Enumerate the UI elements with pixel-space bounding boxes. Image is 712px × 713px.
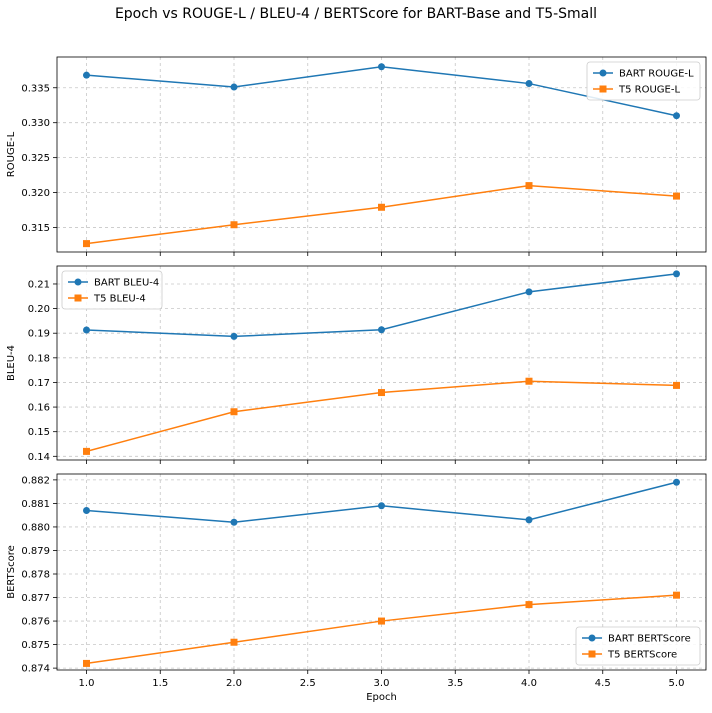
data-point — [230, 83, 238, 91]
legend-marker — [599, 85, 607, 93]
legend-marker — [588, 650, 596, 658]
legend-label: T5 ROUGE-L — [618, 85, 680, 96]
data-point — [378, 617, 385, 625]
y-axis-label: BERTScore — [6, 545, 17, 599]
data-point — [83, 447, 90, 455]
data-point — [230, 638, 238, 646]
legend-label: BART ROUGE-L — [619, 69, 694, 80]
data-point — [525, 288, 533, 296]
x-tick-label: 3.5 — [447, 678, 463, 689]
subplot-2: 0.14 0.15 0.16 0.17 0.18 0.19 0.20 0.21 BLEU-4 BA… — [6, 265, 707, 464]
data-point — [230, 332, 238, 340]
axes-frame — [56, 56, 707, 253]
y-tick-label: 0.881 — [21, 499, 50, 510]
legend-label: T5 BLEU-4 — [93, 294, 146, 305]
y-tick-label: 0.20 — [28, 304, 50, 315]
data-point — [83, 240, 90, 248]
data-point — [673, 112, 680, 120]
y-tick-label: 0.315 — [21, 223, 50, 234]
legend-box — [586, 61, 701, 101]
legend-marker — [74, 278, 82, 286]
x-tick-label: 3.0 — [374, 678, 390, 689]
x-tick-label: 4.5 — [595, 678, 611, 689]
series-t5-bleu-4 — [83, 377, 680, 455]
y-tick-label: 0.876 — [21, 617, 50, 628]
legend: BART BERTScore T5 BERTScore — [575, 626, 701, 666]
data-point — [525, 182, 533, 190]
y-tick-label: 0.330 — [21, 118, 50, 129]
y-tick-label: 0.15 — [28, 427, 50, 438]
legend-marker — [599, 69, 607, 77]
data-point — [83, 71, 90, 79]
data-point — [525, 80, 533, 88]
series-t5-bertscore — [83, 591, 680, 667]
data-point — [230, 408, 238, 416]
y-tick-label: 0.14 — [28, 452, 50, 463]
y-tick-label: 0.17 — [28, 378, 50, 389]
legend-box — [575, 626, 701, 666]
data-point — [378, 502, 385, 510]
data-point — [230, 221, 238, 229]
y-axis-label: BLEU-4 — [6, 345, 17, 381]
data-point — [378, 203, 385, 211]
legend-label: T5 BERTScore — [607, 650, 677, 661]
data-point — [83, 326, 90, 334]
y-tick-label: 0.21 — [28, 279, 50, 290]
data-point — [525, 377, 533, 385]
y-tick-label: 0.877 — [21, 593, 50, 604]
x-tick-label: 5.0 — [669, 678, 685, 689]
y-tick-label: 0.880 — [21, 522, 50, 533]
y-tick-label: 0.879 — [21, 546, 50, 557]
legend-label: BART BLEU-4 — [94, 278, 159, 289]
data-point — [378, 63, 385, 71]
y-tick-label: 0.18 — [28, 353, 50, 364]
y-axis-label: ROUGE-L — [6, 131, 17, 177]
legend-label: BART BERTScore — [608, 634, 691, 645]
y-tick-label: 0.335 — [21, 83, 50, 94]
data-point — [673, 591, 680, 599]
y-tick-label: 0.320 — [21, 188, 50, 199]
y-tick-label: 0.882 — [21, 475, 50, 486]
data-point — [673, 270, 680, 278]
figure-title: Epoch vs ROUGE-L / BLEU-4 / BERTScore fo… — [115, 6, 597, 22]
data-point — [378, 326, 385, 334]
axes-frame — [56, 473, 707, 671]
legend-marker — [74, 294, 82, 302]
y-tick-label: 0.19 — [28, 329, 50, 340]
x-tick-label: 2.0 — [226, 678, 242, 689]
legend-box — [61, 270, 163, 310]
x-tick-label: 4.0 — [521, 678, 537, 689]
y-tick-label: 0.325 — [21, 153, 50, 164]
data-point — [673, 381, 680, 389]
series-bart-bertscore — [83, 478, 680, 526]
data-point — [525, 516, 533, 524]
data-point — [378, 389, 385, 397]
data-point — [83, 506, 90, 514]
legend-marker — [588, 634, 596, 642]
series-t5-rouge-l — [83, 182, 680, 248]
series-bart-bleu-4 — [83, 270, 680, 340]
x-tick-label: 1.0 — [79, 678, 95, 689]
legend: BART ROUGE-L T5 ROUGE-L — [586, 61, 701, 101]
x-tick-label: 2.5 — [300, 678, 316, 689]
x-tick-label: 1.5 — [152, 678, 168, 689]
data-point — [673, 478, 680, 486]
y-tick-label: 0.878 — [21, 570, 50, 581]
y-tick-label: 0.874 — [21, 664, 50, 675]
subplot-3: 0.874 0.875 0.876 0.877 0.878 0.879 0.880 0.881… — [6, 473, 707, 703]
data-point — [673, 192, 680, 200]
y-tick-label: 0.16 — [28, 403, 50, 414]
series-bart-rouge-l — [83, 63, 680, 120]
data-point — [230, 518, 238, 526]
x-axis-label: Epoch — [366, 692, 397, 703]
data-point — [525, 601, 533, 609]
data-point — [83, 659, 90, 667]
axes-frame — [56, 265, 707, 461]
legend: BART BLEU-4 T5 BLEU-4 — [61, 270, 163, 310]
subplot-panels: 0.315 0.320 0.325 0.330 0.335 ROUGE-L BART ROU… — [6, 56, 707, 703]
subplot-1: 0.315 0.320 0.325 0.330 0.335 ROUGE-L BART ROU… — [6, 56, 707, 256]
y-tick-label: 0.875 — [21, 640, 50, 651]
